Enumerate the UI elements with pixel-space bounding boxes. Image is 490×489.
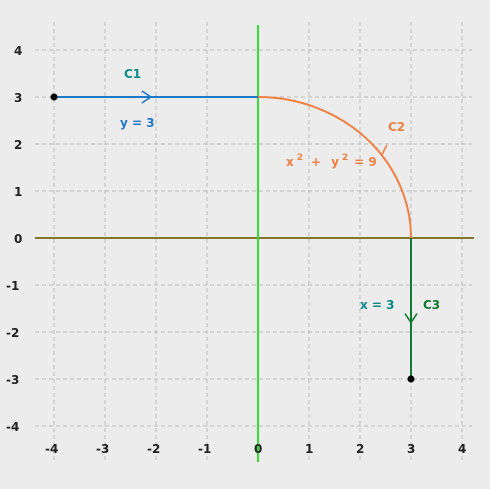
x-tick-label: -4	[45, 442, 58, 456]
x-tick-label: 3	[407, 442, 415, 456]
curve-c2-name: C2	[388, 120, 405, 134]
y-tick-label: 1	[14, 185, 22, 199]
curve-c2-equation: x 2 + y 2 = 9	[286, 153, 377, 169]
y-tick-label: -1	[6, 279, 19, 293]
x-tick-label: 2	[356, 442, 364, 456]
x-tick-label: 0	[254, 442, 262, 456]
curve-c3-end-point	[407, 375, 415, 383]
x-tick-label: -2	[147, 442, 160, 456]
curve-c1-name: C1	[124, 67, 141, 81]
curve-c1-arrow	[141, 90, 153, 104]
y-tick-label: -3	[6, 373, 19, 387]
y-tick-label: -4	[6, 420, 19, 434]
curve-c1-equation: y = 3	[120, 116, 155, 130]
y-tick-label: 4	[14, 44, 22, 58]
curve-c2	[257, 96, 412, 239]
y-tick-label: 0	[14, 232, 22, 246]
y-tick-label: 3	[14, 91, 22, 105]
c2-eq-y: y	[331, 155, 339, 169]
x-tick-label: -3	[96, 442, 109, 456]
c2-eq-exp1: 2	[297, 153, 303, 163]
c2-eq-plus: +	[311, 155, 321, 169]
curve-c1-start-point	[50, 93, 58, 101]
y-tick-label: -2	[6, 326, 19, 340]
x-tick-label: 4	[458, 442, 466, 456]
c2-eq-equals: = 9	[354, 155, 377, 169]
c2-eq-exp2: 2	[342, 153, 348, 163]
curve-c2-arrow	[375, 144, 388, 157]
curve-c3-name: C3	[423, 298, 440, 312]
tick-labels: -4 -3 -2 -1 0 1 2 3 4 4 3 2 1 0 -1 -2 -3 -4	[6, 44, 466, 456]
grid-lines	[35, 22, 472, 462]
c2-eq-x: x	[286, 155, 294, 169]
x-tick-label: -1	[198, 442, 211, 456]
y-tick-label: 2	[14, 138, 22, 152]
x-tick-label: 1	[305, 442, 313, 456]
curve-c3-equation: x = 3	[360, 298, 395, 312]
curve-c3-arrow	[404, 313, 418, 325]
